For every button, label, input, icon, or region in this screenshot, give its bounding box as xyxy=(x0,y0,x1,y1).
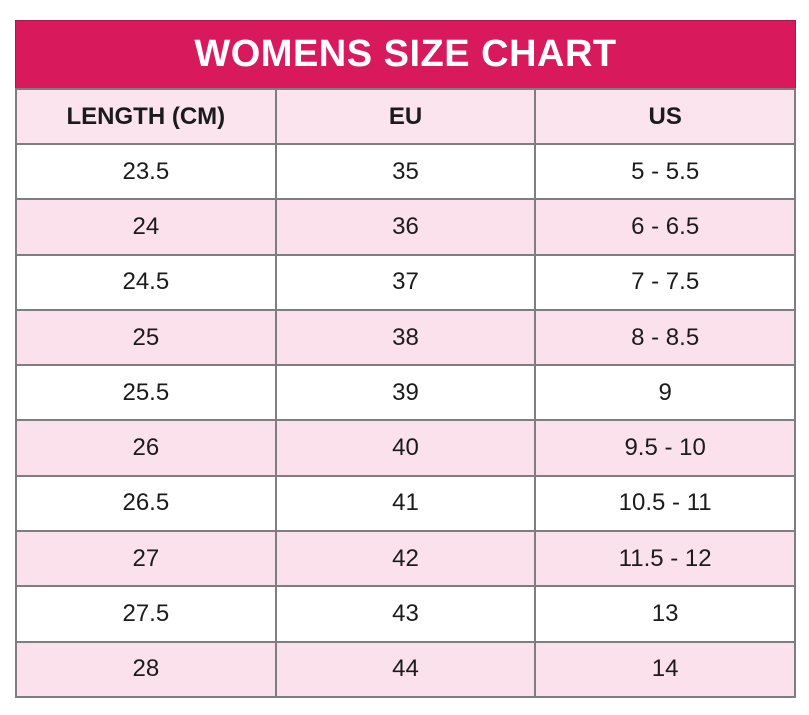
table-row: 24 36 6 - 6.5 xyxy=(15,198,796,256)
size-cell: 23.5 xyxy=(15,142,277,201)
size-cell: 5 - 5.5 xyxy=(534,142,796,201)
size-cell: 38 xyxy=(274,308,537,367)
size-cell: 24 xyxy=(15,198,277,256)
size-table: LENGTH (CM) EU US 23.5 35 5 - 5.5 24 36 6 - 6… xyxy=(15,88,796,699)
size-cell: 14 xyxy=(534,640,796,699)
size-cell: 24.5 xyxy=(15,253,277,311)
size-cell: 25 xyxy=(15,308,277,367)
size-cell: 26 xyxy=(15,419,277,477)
size-cell: 9.5 - 10 xyxy=(534,419,796,477)
size-cell: 8 - 8.5 xyxy=(534,308,796,367)
chart-title-bar: WOMENS SIZE CHART xyxy=(15,20,796,88)
table-row: 27 42 11.5 - 12 xyxy=(15,530,796,588)
table-row: 26 40 9.5 - 10 xyxy=(15,419,796,477)
size-cell: 43 xyxy=(274,585,537,643)
size-cell: 25.5 xyxy=(15,364,277,422)
column-header-length-cm: LENGTH (CM) xyxy=(15,88,277,145)
table-row: 25 38 8 - 8.5 xyxy=(15,308,796,367)
size-cell: 35 xyxy=(274,142,537,201)
size-cell: 9 xyxy=(534,364,796,422)
size-cell: 41 xyxy=(274,474,537,533)
size-cell: 28 xyxy=(15,640,277,699)
size-cell: 6 - 6.5 xyxy=(534,198,796,256)
column-header-eu: EU xyxy=(274,88,537,145)
chart-title: WOMENS SIZE CHART xyxy=(194,33,617,75)
size-cell: 44 xyxy=(274,640,537,699)
table-row: 25.5 39 9 xyxy=(15,364,796,422)
size-cell: 40 xyxy=(274,419,537,477)
table-row: 28 44 14 xyxy=(15,640,796,699)
size-cell: 11.5 - 12 xyxy=(534,530,796,588)
size-cell: 7 - 7.5 xyxy=(534,253,796,311)
column-header-us: US xyxy=(534,88,796,145)
size-cell: 36 xyxy=(274,198,537,256)
table-row: 24.5 37 7 - 7.5 xyxy=(15,253,796,311)
size-cell: 26.5 xyxy=(15,474,277,533)
header-row: LENGTH (CM) EU US xyxy=(15,88,796,145)
table-row: 23.5 35 5 - 5.5 xyxy=(15,142,796,201)
size-cell: 27.5 xyxy=(15,585,277,643)
size-cell: 10.5 - 11 xyxy=(534,474,796,533)
table-row: 26.5 41 10.5 - 11 xyxy=(15,474,796,533)
table-row: 27.5 43 13 xyxy=(15,585,796,643)
size-cell: 39 xyxy=(274,364,537,422)
size-chart: WOMENS SIZE CHART LENGTH (CM) EU US 23.5… xyxy=(15,20,796,699)
size-cell: 27 xyxy=(15,530,277,588)
size-cell: 42 xyxy=(274,530,537,588)
size-cell: 37 xyxy=(274,253,537,311)
size-cell: 13 xyxy=(534,585,796,643)
size-table-body: 23.5 35 5 - 5.5 24 36 6 - 6.5 24.5 37 7 - 7.5 25 3… xyxy=(15,142,796,699)
